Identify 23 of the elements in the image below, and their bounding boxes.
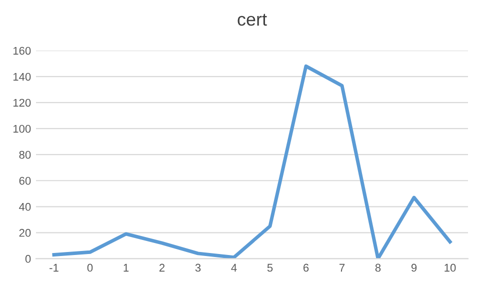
y-tick-label: 20 xyxy=(19,228,31,237)
y-tick-label: 80 xyxy=(19,150,31,159)
x-tick-label: 2 xyxy=(159,264,165,272)
chart-title: cert xyxy=(238,14,267,26)
y-tick-label: 160 xyxy=(13,46,31,55)
x-tick-label: 8 xyxy=(375,264,381,272)
x-tick-label: 0 xyxy=(87,264,93,272)
y-tick-label: 100 xyxy=(13,124,31,133)
x-tick-label: 6 xyxy=(303,264,309,272)
x-tick-label: 7 xyxy=(339,264,345,272)
x-tick-label: 9 xyxy=(411,264,417,272)
y-tick-label: 0 xyxy=(25,254,31,263)
x-tick-label: 10 xyxy=(444,264,456,272)
x-tick-label: 5 xyxy=(267,264,273,272)
x-tick-label: 1 xyxy=(124,264,129,272)
x-tick-label: 4 xyxy=(231,264,237,272)
line-series xyxy=(52,64,452,259)
y-tick-label: 40 xyxy=(19,202,31,211)
y-tick-label: 140 xyxy=(13,72,31,81)
y-tick-label: 60 xyxy=(19,176,31,185)
x-tick-label: -1 xyxy=(50,264,58,272)
x-tick-label: 3 xyxy=(195,264,201,272)
y-tick-label: 120 xyxy=(13,98,31,107)
